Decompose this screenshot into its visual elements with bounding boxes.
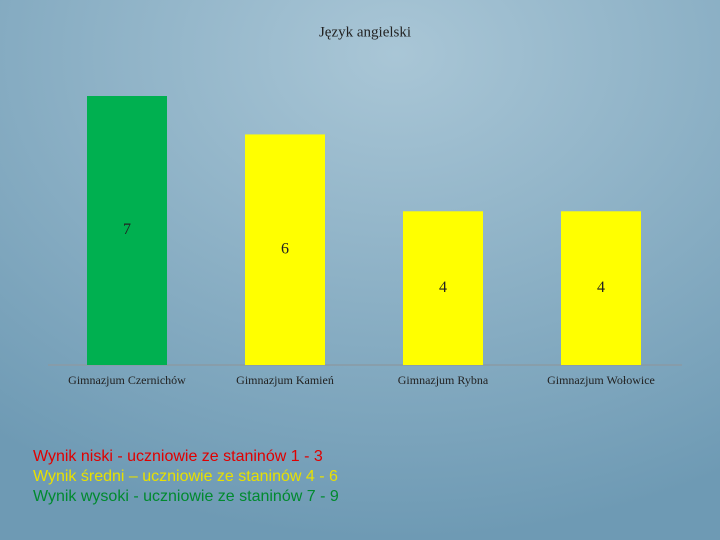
note: Wynik średni – uczniowie ze staninów 4 -… [33,468,338,485]
note: Wynik niski - uczniowie ze staninów 1 - … [33,448,323,465]
bar [87,96,167,365]
bar [561,211,641,365]
x-tick-label: Gimnazjum Wołowice [547,373,655,387]
bar [403,211,483,365]
note: Wynik wysoki - uczniowie ze staninów 7 -… [33,488,339,505]
data-label: 6 [281,240,289,257]
data-label: 4 [439,279,447,296]
x-tick-label: Gimnazjum Czernichów [68,373,186,387]
data-label: 4 [597,279,605,296]
chart-title: Język angielski [319,24,411,40]
x-tick-label: Gimnazjum Rybna [398,373,489,387]
x-tick-label: Gimnazjum Kamień [236,373,334,387]
data-label: 7 [123,221,131,238]
bar [245,134,325,365]
